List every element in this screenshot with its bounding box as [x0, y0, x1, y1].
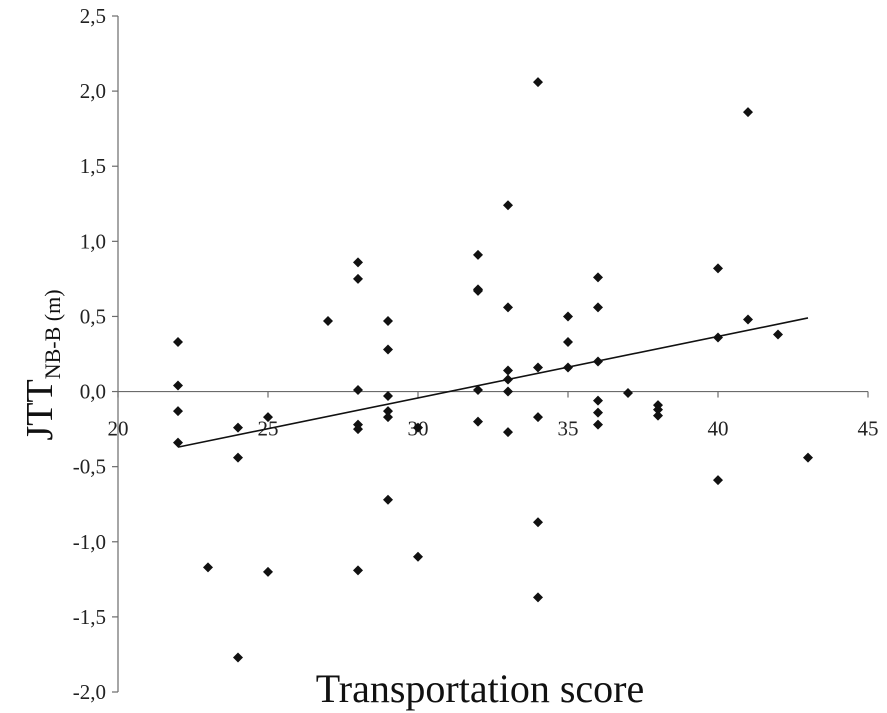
data-point [263, 412, 273, 423]
data-point [383, 344, 393, 355]
data-point [353, 424, 363, 435]
data-point [593, 356, 603, 367]
y-tick-label: -0,5 [73, 455, 106, 479]
data-point [173, 406, 183, 417]
data-point [233, 452, 243, 463]
y-tick-label: 1,0 [80, 229, 106, 253]
data-point [563, 311, 573, 322]
y-tick-label: 0,0 [80, 380, 106, 404]
data-point [653, 410, 663, 421]
data-point [473, 249, 483, 260]
data-point [803, 452, 813, 463]
data-point [173, 437, 183, 448]
data-point [473, 285, 483, 296]
data-point [503, 302, 513, 313]
trendline-layer [177, 317, 809, 448]
data-point [353, 257, 363, 268]
data-point [173, 336, 183, 347]
data-point [593, 272, 603, 283]
data-point [353, 565, 363, 576]
data-point [593, 395, 603, 406]
data-point [323, 315, 333, 326]
data-points [173, 77, 813, 663]
data-point [413, 422, 423, 433]
data-point [593, 302, 603, 313]
y-tick-label: 2,5 [80, 4, 106, 28]
data-point [593, 419, 603, 430]
data-point [533, 517, 543, 528]
data-point [503, 386, 513, 397]
data-point [503, 374, 513, 385]
data-point [383, 406, 393, 417]
y-tick-label: -1,0 [73, 530, 106, 554]
data-point [353, 385, 363, 396]
data-point [743, 314, 753, 325]
data-point [233, 422, 243, 433]
data-point [563, 362, 573, 373]
data-point [383, 315, 393, 326]
data-point [383, 412, 393, 423]
data-point [623, 388, 633, 399]
data-point [533, 77, 543, 88]
axes [112, 15, 869, 693]
data-point [533, 362, 543, 373]
y-axis-label: JTTNB-B (m) [19, 289, 65, 440]
data-point [713, 332, 723, 343]
data-point [233, 652, 243, 663]
x-tick-label: 20 [108, 417, 129, 441]
x-tick-label: 40 [708, 417, 729, 441]
data-point [173, 380, 183, 391]
y-tick-label: 0,5 [80, 304, 106, 328]
data-point [503, 365, 513, 376]
data-point [413, 551, 423, 562]
data-point [533, 412, 543, 423]
y-tick-label: 1,5 [80, 154, 106, 178]
y-axis-label-main: JTT [19, 379, 61, 440]
data-point [203, 562, 213, 573]
data-point [743, 107, 753, 118]
data-point [713, 263, 723, 274]
y-tick-label: 2,0 [80, 79, 106, 103]
data-point [473, 385, 483, 396]
data-point [503, 200, 513, 211]
y-tick-label: -1,5 [73, 605, 106, 629]
data-point [713, 475, 723, 486]
data-point [533, 592, 543, 603]
data-point [383, 391, 393, 402]
x-tick-label: 35 [558, 417, 579, 441]
y-tick-label: -2,0 [73, 680, 106, 704]
data-point [593, 407, 603, 418]
data-point [653, 404, 663, 415]
y-axis-label-subscript: NB-B (m) [40, 289, 65, 379]
data-point [263, 566, 273, 577]
data-point [503, 427, 513, 438]
trendline [177, 317, 809, 448]
data-point [383, 494, 393, 505]
tick-labels: 2,52,01,51,00,50,0-0,5-1,0-1,5-2,0202530… [73, 4, 879, 704]
x-axis-label: Transportation score [316, 666, 644, 711]
x-tick-label: 45 [858, 417, 879, 441]
data-point [563, 336, 573, 347]
data-point [773, 329, 783, 340]
data-point [473, 416, 483, 427]
data-point [353, 273, 363, 284]
